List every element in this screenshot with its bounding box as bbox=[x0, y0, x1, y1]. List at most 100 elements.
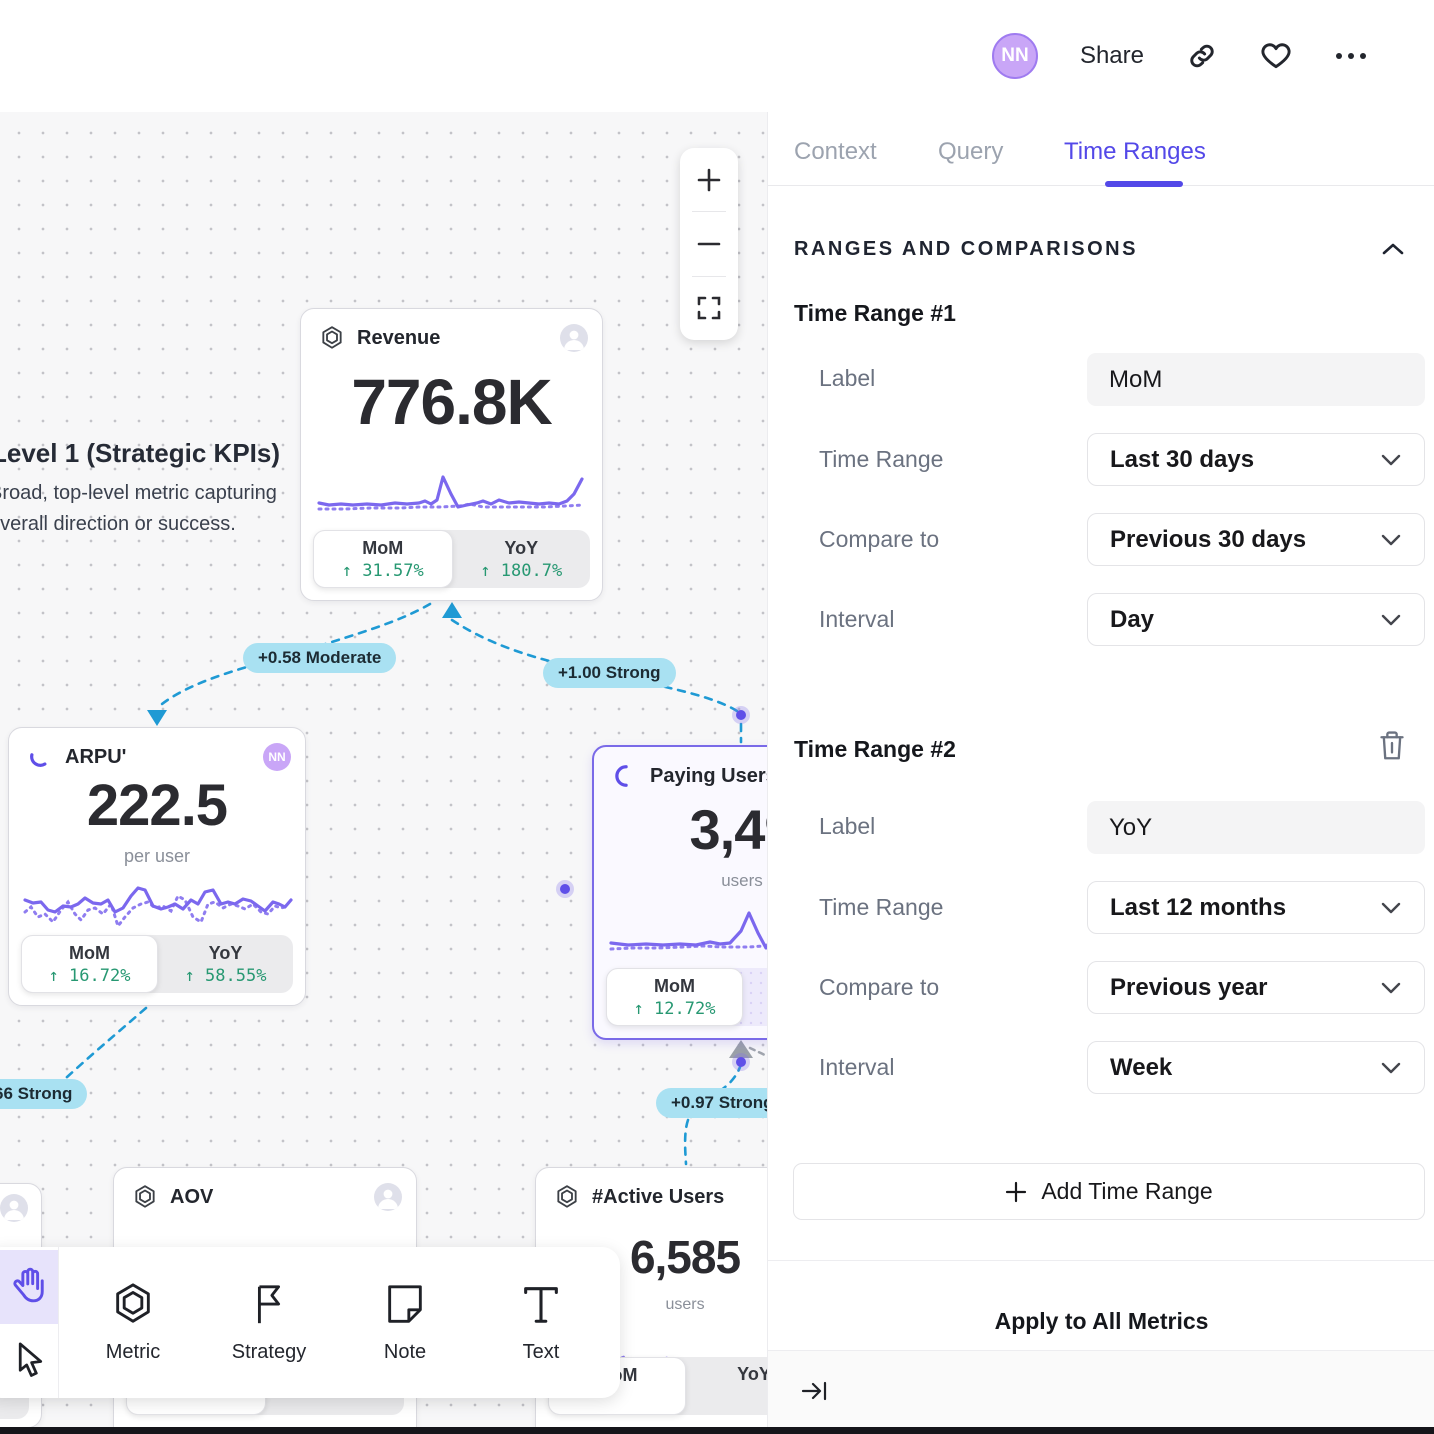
metric-value: 6,585 bbox=[629, 1231, 741, 1283]
mom-segment[interactable]: MoM ↑ 31.57% bbox=[313, 530, 453, 588]
plus-icon bbox=[1006, 1181, 1027, 1202]
comparison-toggle: MoM ↑ 16.72% YoY ↑ 58.55% bbox=[21, 935, 293, 993]
sparkline-chart bbox=[317, 475, 585, 511]
share-button[interactable]: Share bbox=[1079, 42, 1144, 69]
mom-segment[interactable]: MoM ↑ 12.72% bbox=[606, 968, 743, 1026]
select-tool-button[interactable] bbox=[0, 1324, 58, 1395]
tab-query[interactable]: Query bbox=[938, 138, 1004, 165]
yoy-segment[interactable]: YoY bbox=[737, 1364, 767, 1384]
tab-time-ranges[interactable]: Time Ranges bbox=[1064, 138, 1206, 165]
active-tab-underline bbox=[1105, 181, 1183, 187]
group-annotation-body: Broad, top-level metric capturing overal… bbox=[0, 482, 277, 535]
metric-unit: users bbox=[665, 1296, 705, 1313]
metric-value: 776.8K bbox=[351, 366, 552, 438]
time-range-1-title: Time Range #1 bbox=[794, 300, 956, 326]
interval-select[interactable]: Week bbox=[1087, 1041, 1425, 1094]
link-icon[interactable] bbox=[1186, 40, 1218, 72]
chevron-down-icon bbox=[1381, 1062, 1401, 1073]
label-field-label: Label bbox=[819, 365, 876, 391]
group-annotation-title: Level 1 (Strategic KPIs) bbox=[0, 438, 280, 468]
metric-value: 222.5 bbox=[86, 773, 228, 838]
favorite-heart-icon[interactable] bbox=[1260, 40, 1292, 72]
delete-time-range-icon[interactable] bbox=[1378, 730, 1406, 762]
yoy-segment[interactable]: YoY ↑ 180.7% bbox=[480, 537, 563, 581]
chevron-down-icon bbox=[1381, 534, 1401, 545]
compare-to-field-label: Compare to bbox=[819, 974, 940, 1000]
zoom-out-button[interactable] bbox=[680, 212, 738, 275]
metric-hexagon-icon bbox=[554, 1184, 580, 1210]
metric-tool-button[interactable]: Metric bbox=[65, 1247, 201, 1398]
metric-unit: per user bbox=[123, 846, 191, 866]
owner-avatar-icon bbox=[560, 324, 588, 352]
yoy-segment[interactable] bbox=[743, 968, 767, 1026]
compare-to-select[interactable]: Previous year bbox=[1087, 961, 1425, 1014]
time-range-field-label: Time Range bbox=[819, 894, 944, 920]
hand-tool-button[interactable] bbox=[0, 1250, 58, 1324]
fit-to-screen-icon[interactable] bbox=[680, 277, 738, 340]
owner-avatar-icon bbox=[0, 1194, 28, 1222]
top-header: NN Share bbox=[0, 0, 1434, 112]
collapse-panel-icon[interactable] bbox=[801, 1379, 827, 1403]
sparkline-chart bbox=[23, 886, 293, 930]
note-tool-button[interactable]: Note bbox=[337, 1247, 473, 1398]
time-range-field-label: Time Range bbox=[819, 446, 944, 472]
metric-card-arpu[interactable]: ARPU' NN 222.5 per user MoM ↑ 16.72% YoY… bbox=[8, 727, 306, 1006]
add-time-range-button[interactable]: Add Time Range bbox=[793, 1163, 1425, 1220]
metric-value: 3,49 bbox=[689, 798, 768, 861]
interval-select[interactable]: Day bbox=[1087, 593, 1425, 646]
apply-all-metrics-button[interactable]: Apply to All Metrics bbox=[994, 1308, 1209, 1334]
chevron-down-icon bbox=[1381, 902, 1401, 913]
comparison-toggle: MoM ↑ 12.72% bbox=[606, 968, 767, 1026]
text-tool-button[interactable]: Text bbox=[473, 1247, 609, 1398]
chevron-down-icon bbox=[1381, 614, 1401, 625]
label-input[interactable]: MoM bbox=[1087, 353, 1425, 406]
panel-footer bbox=[768, 1350, 1434, 1427]
compare-to-field-label: Compare to bbox=[819, 526, 940, 552]
mom-segment[interactable]: MoM ↑ 16.72% bbox=[21, 935, 158, 993]
correlation-label: +0.58 Moderate bbox=[243, 643, 397, 673]
label-field-label: Label bbox=[819, 813, 876, 839]
metric-card-paying-users[interactable]: Paying Users' 3,49 users MoM ↑ 12.72% bbox=[592, 745, 767, 1040]
metric-tree-canvas[interactable]: Level 1 (Strategic KPIs) Broad, top-leve… bbox=[0, 112, 767, 1434]
interval-field-label: Interval bbox=[819, 606, 895, 632]
interval-field-label: Interval bbox=[819, 1054, 895, 1080]
card-title: ARPU' bbox=[65, 745, 127, 768]
metric-hexagon-icon bbox=[319, 325, 345, 351]
strategy-tool-button[interactable]: Strategy bbox=[201, 1247, 337, 1398]
canvas-zoom-control bbox=[680, 148, 738, 340]
collapse-chevron-icon[interactable] bbox=[1380, 240, 1406, 258]
user-avatar[interactable]: NN bbox=[991, 33, 1038, 79]
correlation-label: +0.97 Strong bbox=[656, 1088, 767, 1118]
window-bottom-edge bbox=[0, 1427, 1434, 1434]
tab-context[interactable]: Context bbox=[794, 138, 877, 165]
metric-card-revenue[interactable]: Revenue 776.8K MoM ↑ 31.57% YoY ↑ 180.7% bbox=[300, 308, 603, 601]
card-title: AOV bbox=[170, 1185, 214, 1208]
side-panel: Context Query Time Ranges RANGES AND COM… bbox=[767, 112, 1434, 1434]
correlation-label: +1.00 Strong bbox=[543, 658, 676, 688]
owner-avatar-icon bbox=[374, 1183, 402, 1211]
sparkline-chart bbox=[609, 911, 767, 951]
section-header: RANGES AND COMPARISONS bbox=[794, 238, 1138, 260]
metric-hexagon-icon bbox=[132, 1184, 158, 1210]
comparison-toggle: MoM ↑ 31.57% YoY ↑ 180.7% bbox=[313, 530, 590, 588]
card-title: Paying Users' bbox=[650, 764, 767, 787]
time-range-select[interactable]: Last 12 months bbox=[1087, 881, 1425, 934]
time-range-select[interactable]: Last 30 days bbox=[1087, 433, 1425, 486]
owner-avatar: NN bbox=[263, 743, 291, 771]
zoom-in-button[interactable] bbox=[680, 148, 738, 211]
loading-spinner-icon bbox=[27, 744, 53, 770]
more-menu-icon[interactable] bbox=[1334, 51, 1368, 61]
chevron-down-icon bbox=[1381, 454, 1401, 465]
canvas-toolbar: Metric Strategy Note Text bbox=[0, 1247, 620, 1398]
time-range-2-title: Time Range #2 bbox=[794, 736, 956, 762]
correlation-label: 66 Strong bbox=[0, 1079, 88, 1109]
chevron-down-icon bbox=[1381, 982, 1401, 993]
metric-unit: users bbox=[721, 871, 763, 890]
panel-tabs: Context Query Time Ranges bbox=[768, 112, 1434, 187]
compare-to-select[interactable]: Previous 30 days bbox=[1087, 513, 1425, 566]
card-title: Revenue bbox=[357, 326, 441, 349]
yoy-segment[interactable]: YoY ↑ 58.55% bbox=[184, 942, 267, 986]
loading-spinner-icon bbox=[612, 763, 638, 789]
card-title: #Active Users bbox=[592, 1185, 725, 1208]
label-input[interactable]: YoY bbox=[1087, 801, 1425, 854]
